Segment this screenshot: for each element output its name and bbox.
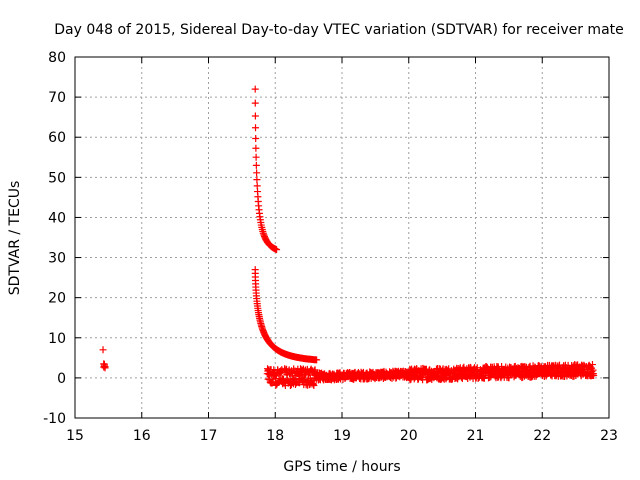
x-tick-label: 23: [600, 428, 618, 444]
y-tick-label: -10: [43, 411, 66, 427]
data-point: [252, 153, 260, 161]
y-tick-label: 50: [48, 170, 66, 186]
data-point: [99, 346, 107, 354]
data-point: [310, 381, 318, 389]
y-tick-labels: -10 0 10 20 30 40 50 60 70 80: [43, 50, 66, 427]
y-tick-label: 20: [48, 291, 66, 307]
tick-layer: [74, 56, 610, 419]
x-tick-label: 16: [133, 428, 151, 444]
grid-layer: [75, 57, 609, 418]
x-axis-label: GPS time / hours: [283, 459, 400, 475]
data-point: [253, 176, 261, 184]
x-tick-label: 20: [400, 428, 418, 444]
y-tick-label: 60: [48, 130, 66, 146]
y-tick-label: 40: [48, 210, 66, 226]
y-tick-label: 30: [48, 251, 66, 267]
data-point: [252, 161, 260, 169]
data-point: [252, 134, 260, 142]
data-point: [251, 112, 259, 120]
data-point: [273, 246, 281, 254]
x-tick-label: 19: [333, 428, 351, 444]
x-tick-labels: 15 16 17 18 19 20 21 22 23: [66, 428, 618, 444]
y-tick-label: 0: [57, 371, 66, 387]
chart-title: Day 048 of 2015, Sidereal Day-to-day VTE…: [54, 22, 624, 38]
x-tick-label: 22: [533, 428, 551, 444]
y-axis-label: SDTVAR / TECUs: [7, 181, 23, 296]
y-tick-label: 10: [48, 331, 66, 347]
data-point: [101, 363, 109, 371]
data-point: [252, 144, 260, 152]
x-tick-label: 18: [266, 428, 284, 444]
data-point: [251, 99, 259, 107]
x-tick-label: 21: [467, 428, 485, 444]
data-point: [252, 124, 260, 132]
x-tick-label: 17: [200, 428, 218, 444]
x-tick-label: 15: [66, 428, 84, 444]
y-tick-label: 70: [48, 90, 66, 106]
data-point: [253, 169, 261, 177]
data-point: [251, 85, 259, 93]
data-marks: [99, 85, 598, 389]
data-point: [590, 372, 598, 379]
y-tick-label: 80: [48, 50, 66, 66]
data-point: [313, 356, 321, 364]
